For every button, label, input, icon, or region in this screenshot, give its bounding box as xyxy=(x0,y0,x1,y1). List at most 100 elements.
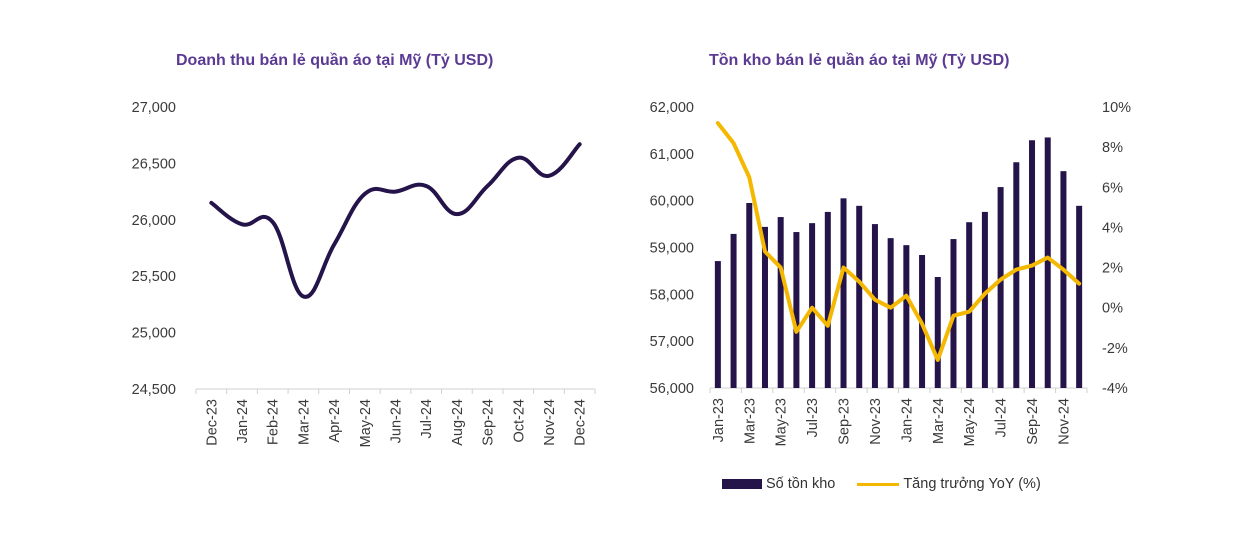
legend-item-yoy: Tăng trưởng YoY (%) xyxy=(857,476,1041,492)
right-x-tick-label: Jul-24 xyxy=(994,398,1010,438)
right-chart-left-y-tick-label: 60,000 xyxy=(650,194,694,210)
inventory-bar-Nov-23 xyxy=(871,224,878,388)
legend-label-inventory: Số tồn kho xyxy=(766,476,836,492)
right-x-tick-label: Jan-23 xyxy=(711,398,727,442)
right-x-tick-label: May-24 xyxy=(962,398,978,446)
left-y-tick-label: 26,500 xyxy=(132,156,176,172)
right-x-tick-label: Nov-24 xyxy=(1056,398,1072,445)
yoy-point-Apr-24 xyxy=(951,314,955,318)
yoy-point-Mar-23 xyxy=(747,175,751,179)
yoy-point-Sep-24 xyxy=(1030,264,1034,268)
inventory-bar-Nov-24 xyxy=(1060,171,1067,388)
right-x-tick-label: Mar-23 xyxy=(742,398,758,444)
yoy-point-Nov-24 xyxy=(1061,268,1065,272)
left-x-tick-label: Jan-24 xyxy=(235,399,251,443)
yoy-point-Jan-24 xyxy=(904,294,908,298)
yoy-point-May-23 xyxy=(779,266,783,270)
left-y-tick-label: 25,500 xyxy=(132,269,176,285)
right-x-tick-label: Sep-24 xyxy=(1025,398,1041,445)
yoy-point-Dec-24 xyxy=(1077,282,1081,286)
right-chart-right-y-tick-label: 6% xyxy=(1102,180,1123,196)
inventory-bar-Aug-23 xyxy=(824,211,831,388)
right-x-tick-label: Sep-23 xyxy=(837,398,853,445)
left-y-tick-label: 27,000 xyxy=(132,100,176,116)
revenue-point-Aug-24 xyxy=(455,212,459,216)
inventory-bar-Mar-24 xyxy=(934,277,941,388)
left-x-tick-label: Oct-24 xyxy=(511,399,527,443)
revenue-point-Dec-24 xyxy=(578,142,582,146)
inventory-bar-May-24 xyxy=(966,222,973,388)
right-x-tick-label: Jan-24 xyxy=(899,398,915,442)
left-x-tick-label: Jun-24 xyxy=(389,399,405,443)
right-chart-right-y-tick-label: 4% xyxy=(1102,220,1123,236)
left-y-tick-label: 26,000 xyxy=(132,213,176,229)
yoy-point-Jun-24 xyxy=(983,292,987,296)
right-chart-right-y-tick-label: 10% xyxy=(1102,100,1131,116)
inventory-bar-Dec-24 xyxy=(1076,205,1083,388)
revenue-point-Feb-24 xyxy=(271,220,275,224)
revenue-point-Apr-24 xyxy=(332,243,336,247)
yoy-growth-line xyxy=(715,121,1082,362)
inventory-bar-Jul-23 xyxy=(809,223,816,388)
inventory-bar-Aug-24 xyxy=(1013,162,1020,388)
yoy-point-Apr-23 xyxy=(763,250,767,254)
inventory-bar-Feb-23 xyxy=(730,233,737,388)
right-chart-left-y-tick-label: 62,000 xyxy=(650,100,694,116)
revenue-point-Jul-24 xyxy=(424,184,428,188)
inventory-bar-Jul-24 xyxy=(997,187,1004,388)
left-x-tick-label: Dec-23 xyxy=(204,399,220,446)
yoy-point-Feb-24 xyxy=(920,322,924,326)
yoy-point-Mar-24 xyxy=(936,358,940,362)
yoy-point-Dec-23 xyxy=(889,306,893,310)
left-x-tick-label: Sep-24 xyxy=(481,399,497,446)
right-chart-left-y-tick-label: 61,000 xyxy=(650,147,694,163)
revenue-point-Jun-24 xyxy=(394,190,398,194)
yoy-point-Jul-24 xyxy=(999,278,1003,282)
legend-line-swatch xyxy=(857,482,900,486)
inventory-bar-Jun-24 xyxy=(981,211,988,388)
right-chart-right-y-tick-label: 0% xyxy=(1102,301,1123,317)
right-chart-right-y-tick-label: 2% xyxy=(1102,261,1123,277)
left-x-tick-label: Aug-24 xyxy=(450,399,466,446)
revenue-point-Nov-24 xyxy=(547,174,551,178)
yoy-point-Aug-23 xyxy=(826,324,830,328)
yoy-point-Nov-23 xyxy=(873,298,877,302)
yoy-point-May-24 xyxy=(967,310,971,314)
right-chart-right-y-tick-label: -2% xyxy=(1102,341,1128,357)
inventory-bar-Sep-23 xyxy=(840,198,847,388)
revenue-point-Oct-24 xyxy=(516,156,520,160)
yoy-point-Oct-23 xyxy=(857,280,861,284)
legend-label-yoy: Tăng trưởng YoY (%) xyxy=(903,476,1041,492)
left-x-tick-label: Dec-24 xyxy=(573,399,589,446)
left-x-tick-label: Mar-24 xyxy=(296,399,312,445)
yoy-point-Aug-24 xyxy=(1014,268,1018,272)
yoy-point-Sep-23 xyxy=(842,266,846,270)
legend-bar-swatch xyxy=(722,479,762,489)
inventory-bar-Apr-23 xyxy=(761,226,768,388)
right-x-tick-label: Mar-24 xyxy=(931,398,947,444)
revenue-point-Jan-24 xyxy=(240,222,244,226)
yoy-point-Jan-23 xyxy=(716,121,720,125)
yoy-point-Jun-23 xyxy=(794,330,798,334)
revenue-point-May-24 xyxy=(363,192,367,196)
revenue-line xyxy=(209,142,582,299)
inventory-bar-Jan-24 xyxy=(903,245,910,388)
inventory-bar-Dec-23 xyxy=(887,238,894,388)
inventory-bar-Oct-23 xyxy=(856,205,863,388)
right-chart-left-y-tick-label: 56,000 xyxy=(650,381,694,397)
left-x-tick-label: Nov-24 xyxy=(542,399,558,446)
right-chart-legend: Số tồn kho Tăng trưởng YoY (%) xyxy=(722,476,1063,492)
legend-item-inventory: Số tồn kho xyxy=(722,476,835,492)
inventory-bar-Jun-23 xyxy=(793,232,800,388)
right-x-tick-label: May-23 xyxy=(774,398,790,446)
inventory-bar-Oct-24 xyxy=(1044,137,1051,388)
yoy-point-Feb-23 xyxy=(732,141,736,145)
right-x-tick-label: Jul-23 xyxy=(805,398,821,438)
left-y-tick-label: 24,500 xyxy=(132,382,176,398)
yoy-point-Jul-23 xyxy=(810,306,814,310)
inventory-bar-Jan-23 xyxy=(714,261,721,388)
left-x-tick-label: Feb-24 xyxy=(266,399,282,445)
revenue-point-Sep-24 xyxy=(486,184,490,188)
inventory-bar-May-23 xyxy=(777,217,784,388)
